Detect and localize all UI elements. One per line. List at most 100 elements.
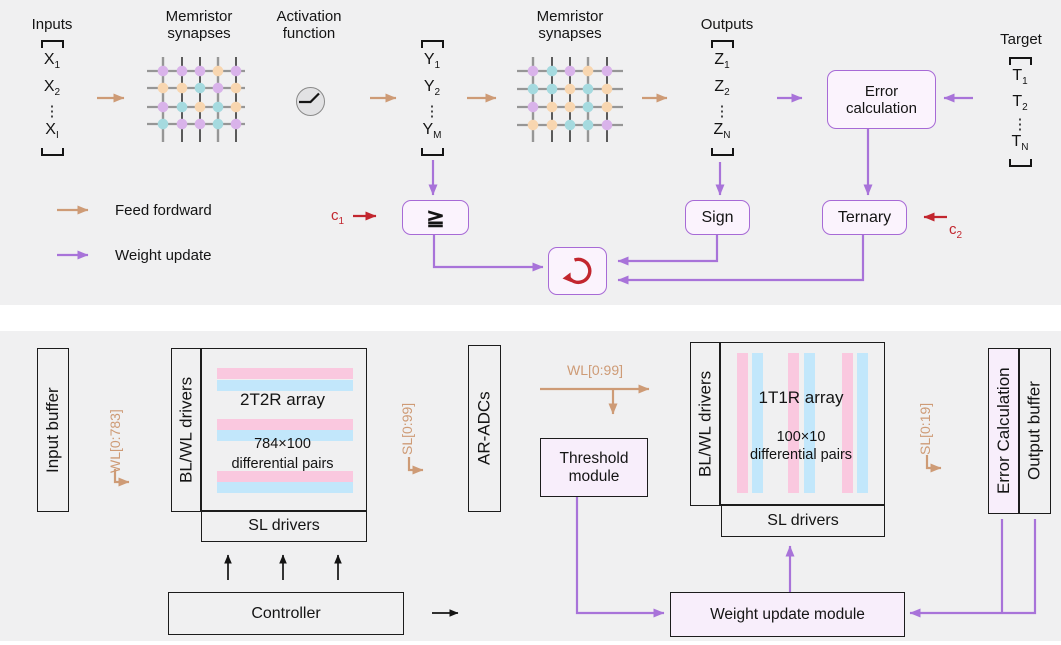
array-stripes xyxy=(217,353,868,493)
memristor-dot xyxy=(564,65,576,77)
1t1r-array-subtitle: differential pairs xyxy=(749,447,853,463)
ar-adcs-box: AR-ADCs xyxy=(468,345,501,512)
vector-element: Y2 xyxy=(423,77,441,99)
sl19-bus-label: SL[0:19] xyxy=(917,402,933,455)
vector-element: TN xyxy=(1011,133,1029,154)
memristor-dot xyxy=(176,101,188,113)
c2-constant-label: c2 xyxy=(949,221,963,241)
weight-update-module-box: Weight update module xyxy=(670,592,905,637)
memristor-dot xyxy=(230,118,242,130)
sl99-bus-arrow xyxy=(407,457,424,475)
differential-pair-stripe xyxy=(804,353,815,493)
sl19-bus-arrow xyxy=(925,455,942,473)
target-vector: T1 T2 ⋮ TN xyxy=(998,57,1042,167)
memristor-dot xyxy=(194,65,206,77)
threshold-operator-box: ≧ xyxy=(402,200,469,235)
wl783-bus-arrow xyxy=(113,469,130,487)
memristor-dot xyxy=(157,65,169,77)
memristor-dot xyxy=(564,101,576,113)
buffers-to-wum-arrow xyxy=(909,519,1037,618)
memristor-dot xyxy=(194,82,206,94)
memristor-synapses-label-2: Memristor synapses xyxy=(536,8,604,42)
memristor-dot xyxy=(601,119,613,131)
differential-pair-stripe xyxy=(217,419,353,430)
differential-pair-stripe xyxy=(788,353,799,493)
vector-element: Y1 xyxy=(423,50,441,72)
memristor-dot xyxy=(194,101,206,113)
vector-bracket-top xyxy=(40,40,64,48)
output-vector: Z1 Z2 ⋮ ZN xyxy=(700,40,744,156)
sl99-bus-label: SL[0:99] xyxy=(399,402,415,455)
memristor-dot xyxy=(582,83,594,95)
recurrent-update-icon xyxy=(562,257,591,285)
memristor-dot xyxy=(582,119,594,131)
memristor-dot xyxy=(230,65,242,77)
2t2r-array-title: 2T2R array xyxy=(239,390,326,409)
memristor-dot xyxy=(194,118,206,130)
vector-element: T1 xyxy=(1012,66,1028,87)
memristor-dot xyxy=(212,65,224,77)
vector-ellipsis: ⋮ xyxy=(1012,116,1028,134)
vector-element: YM xyxy=(422,120,442,142)
blwl-drivers-box-2: BL/WL drivers xyxy=(690,342,721,506)
blwl-drivers-box-1: BL/WL drivers xyxy=(171,348,202,512)
input-vector: X1 X2 ⋮ XI xyxy=(30,40,74,156)
vector-element: X2 xyxy=(43,77,61,99)
memristor-dot xyxy=(212,118,224,130)
memristor-dot xyxy=(176,65,188,77)
sl-drivers-box-1: SL drivers xyxy=(201,510,367,542)
wl783-bus-label: WL[0:783] xyxy=(107,409,123,473)
ternary-box: Ternary xyxy=(822,200,907,235)
legend-feedforward-label: Feed fordward xyxy=(115,202,212,219)
differential-pair-stripe xyxy=(217,471,353,482)
2t2r-array-subtitle: differential pairs xyxy=(231,456,334,472)
threshold-to-wum-arrow xyxy=(575,497,665,618)
vector-ellipsis: ⋮ xyxy=(714,103,730,120)
vector-ellipsis: ⋮ xyxy=(44,103,60,120)
memristor-dot xyxy=(601,65,613,77)
vector-ellipsis: ⋮ xyxy=(424,103,440,120)
memristor-dot xyxy=(230,101,242,113)
vector-element: ZN xyxy=(713,120,731,142)
output-buffer-box: Output buffer xyxy=(1018,348,1051,514)
vector-element: XI xyxy=(45,120,59,142)
differential-pair-stripe xyxy=(217,482,353,493)
memristor-dot xyxy=(564,83,576,95)
ternary-to-update-arrow xyxy=(617,232,865,285)
memristor-crossbars xyxy=(147,57,623,142)
memristor-dot xyxy=(527,119,539,131)
memristor-dot xyxy=(157,101,169,113)
memristor-synapses-label-1: Memristor synapses xyxy=(165,8,233,42)
sign-to-update-arrow xyxy=(617,232,719,266)
update-box xyxy=(548,247,607,295)
vector-bracket-bottom xyxy=(1008,159,1032,167)
2t2r-array-size: 784×100 xyxy=(254,436,311,452)
legend-weight-update-label: Weight update xyxy=(115,247,212,264)
memristor-dot xyxy=(546,65,558,77)
flow-diagram-panel xyxy=(0,0,1061,305)
wl99-bus-label: WL[0:99] xyxy=(566,362,624,378)
activation-function-icon xyxy=(296,87,325,116)
vector-element: Z1 xyxy=(714,50,730,72)
vector-bracket-top xyxy=(710,40,734,48)
differential-pair-stripe xyxy=(217,368,353,379)
vector-bracket-bottom xyxy=(40,147,64,156)
vector-bracket-top xyxy=(1008,57,1032,65)
memristor-dot xyxy=(176,118,188,130)
target-label: Target xyxy=(1000,31,1042,48)
1t1r-array-title: 1T1R array xyxy=(758,388,844,407)
threshold-to-update-arrow xyxy=(432,232,544,272)
memristor-dot xyxy=(582,101,594,113)
sign-box: Sign xyxy=(685,200,750,235)
vector-bracket-top xyxy=(420,40,444,48)
threshold-module-box: Threshold module xyxy=(540,438,648,497)
differential-pair-stripe xyxy=(842,353,853,493)
vector-element: Z2 xyxy=(714,77,730,99)
memristor-dot xyxy=(157,118,169,130)
2t2r-array-box xyxy=(200,348,367,512)
memristor-dot xyxy=(527,65,539,77)
memristor-dot xyxy=(212,101,224,113)
activation-function-label: Activation function xyxy=(276,8,342,42)
